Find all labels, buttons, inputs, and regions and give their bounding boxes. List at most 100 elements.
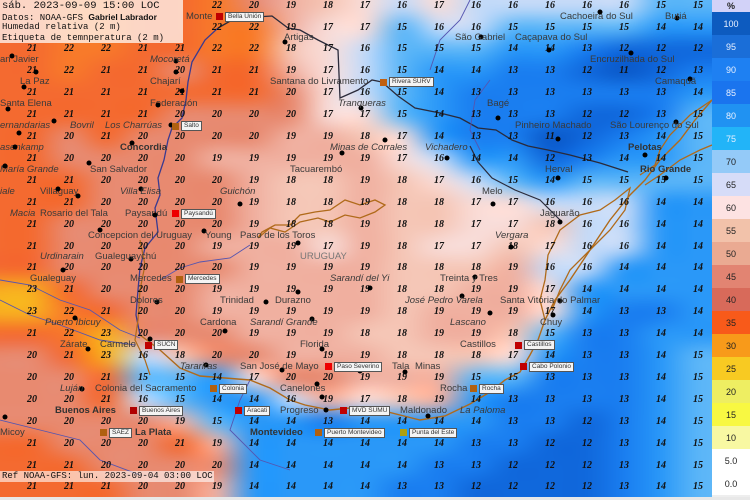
temperature-value: 21 [27,459,37,471]
temperature-value: 13 [582,87,592,99]
temperature-value: 20 [64,262,74,274]
temperature-value: 15 [582,174,592,186]
temperature-value: 15 [397,87,407,99]
station-square-icon [340,407,347,415]
city-label: Melo [482,185,503,197]
temperature-value: 20 [175,262,185,274]
city-label: Maldonado [400,404,448,416]
temperature-value: 17 [508,218,518,230]
temperature-value: 20 [286,109,296,121]
temperature-value: 12 [582,65,592,77]
temperature-value: 14 [693,262,703,274]
city-marker [179,88,185,94]
temperature-value: 19 [286,350,296,361]
temperature-value: 14 [397,459,407,471]
temperature-value: 18 [397,196,407,208]
station-label: Colonia [219,383,248,394]
temperature-value: 20 [101,174,111,186]
city-marker [128,256,134,262]
legend-item: 100 [712,12,750,35]
temperature-value: 19 [249,218,259,230]
temperature-value: 19 [508,262,518,274]
temperature-value: 18 [286,174,296,186]
temperature-value: 19 [471,328,481,340]
temperature-value: 11 [545,131,555,142]
city-label: San Salvador [90,163,148,175]
temperature-value: 17 [397,131,407,142]
temperature-value: 20 [27,415,37,427]
city-marker [687,76,693,82]
legend-item: 50 [712,242,750,265]
temperature-value: 14 [656,459,666,471]
temperature-value: 19 [360,371,370,383]
temperature-value: 14 [471,152,481,164]
station-marker: Mercedes [176,274,220,285]
city-label: Vichadero [425,141,468,153]
temperature-value: 22 [212,21,222,33]
temperature-value: 21 [101,393,111,405]
temperature-value: 14 [693,196,703,208]
temperature-value: 13 [471,437,481,449]
city-marker [295,289,301,295]
temperature-value: 21 [27,328,37,340]
temperature-value: 12 [656,65,666,77]
temperature-value: 19 [360,350,370,361]
temperature-value: 20 [138,437,148,449]
temperature-value: 19 [323,393,333,405]
temperature-value: 20 [64,437,74,449]
temperature-value: 14 [545,174,555,186]
temperature-value: 20 [101,152,111,164]
temperature-value: 16 [619,240,629,252]
temperature-value: 18 [397,262,407,274]
temperature-value: 18 [360,131,370,142]
temperature-value: 23 [101,328,111,340]
temperature-value: 14 [360,415,370,427]
city-label: Vergara [495,229,529,241]
city-marker [557,298,563,304]
temperature-value: 13 [619,87,629,99]
temperature-value: 16 [582,262,592,274]
temperature-value: 20 [212,109,222,121]
city-marker [555,175,561,181]
temperature-value: 14 [360,459,370,471]
temperature-value: 13 [619,306,629,318]
temperature-value: 19 [286,262,296,274]
temperature-value: 15 [434,43,444,55]
temperature-value: 14 [286,415,296,427]
city-marker [12,144,18,150]
temperature-value: 14 [693,328,703,340]
temperature-value: 15 [138,371,148,383]
temperature-value: 20 [101,240,111,252]
city-label: Pelotas [628,141,662,153]
temperature-value: 20 [175,218,185,230]
city-label: Montevideo [250,426,303,438]
borders-layer [0,0,712,476]
city-marker [546,47,552,53]
temperature-value: 17 [545,240,555,252]
temperature-value: 20 [175,240,185,252]
temperature-value: 19 [323,262,333,274]
temperature-value: 22 [212,0,222,11]
temperature-value: 21 [64,459,74,471]
city-marker [319,346,325,352]
city-label: Paso de los Toros [240,229,316,241]
temperature-value: 21 [212,65,222,77]
temperature-value: 16 [545,196,555,208]
temperature-value: 12 [471,481,481,493]
city-label: La Paz [20,76,50,88]
station-marker: Salto [172,121,202,132]
temperature-value: 13 [545,415,555,427]
temperature-value: 19 [249,240,259,252]
lagoa-dos-patos [639,99,712,186]
temperature-value: 21 [101,481,111,493]
temperature-value: 13 [508,65,518,77]
temperature-value: 19 [323,152,333,164]
temperature-value: 20 [175,196,185,208]
temperature-value: 18 [434,350,444,361]
temperature-value: 20 [101,459,111,471]
temperature-value: 20 [138,459,148,471]
legend-item: 10 [712,426,750,449]
temperature-value: 21 [27,437,37,449]
brazil-uruguay-border [217,15,629,173]
temperature-value: 19 [360,218,370,230]
